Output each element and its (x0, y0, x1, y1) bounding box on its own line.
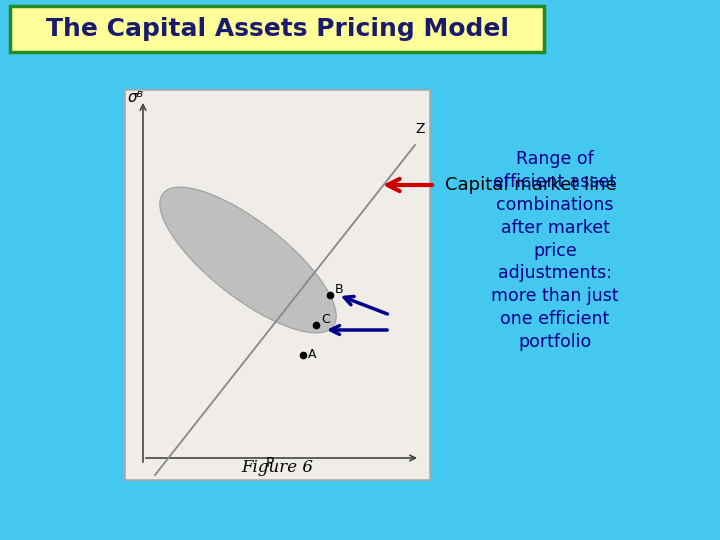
Text: P: P (266, 456, 274, 470)
Text: Figure 6: Figure 6 (241, 458, 313, 476)
Text: C: C (321, 313, 330, 326)
FancyBboxPatch shape (10, 6, 544, 52)
Text: The Capital Assets Pricing Model: The Capital Assets Pricing Model (45, 17, 508, 41)
Text: σᴮ: σᴮ (128, 90, 144, 105)
Text: Range of
efficient asset
combinations
after market
price
adjustments:
more than : Range of efficient asset combinations af… (491, 150, 618, 351)
Text: Capital market line: Capital market line (445, 176, 617, 194)
Text: B: B (335, 283, 343, 296)
FancyBboxPatch shape (125, 90, 430, 480)
Text: Z: Z (415, 122, 425, 136)
Text: A: A (308, 348, 317, 361)
Polygon shape (160, 187, 336, 333)
